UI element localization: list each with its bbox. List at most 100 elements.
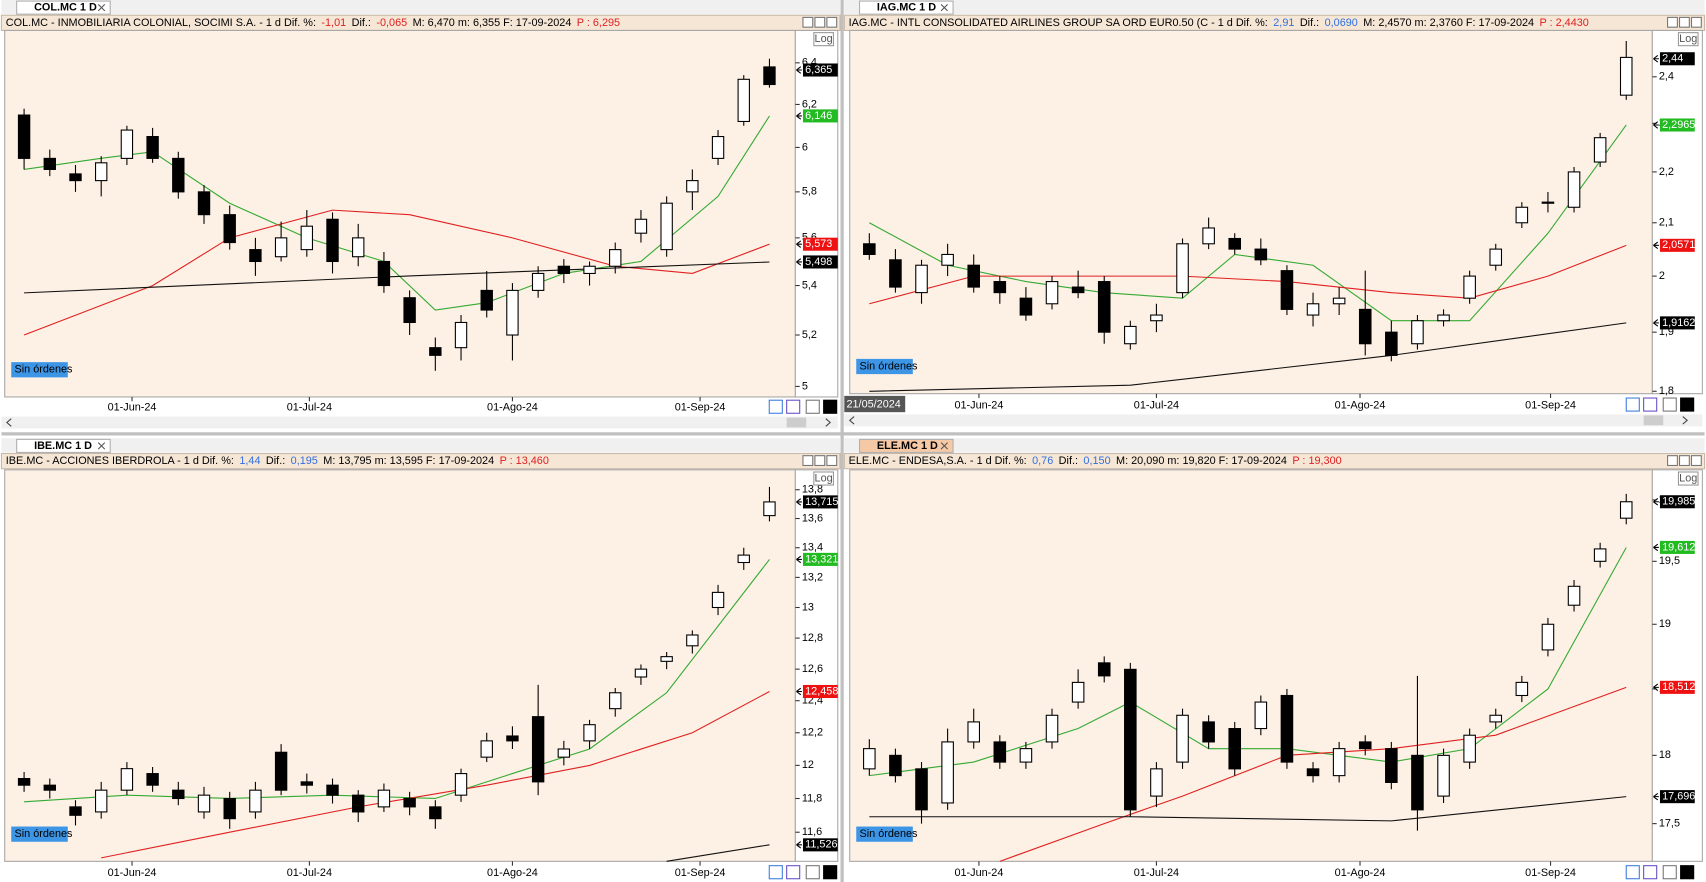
price-flag [1659,540,1695,554]
candle-body [300,781,314,786]
tab[interactable] [16,438,111,453]
header-part: P : 13,460 [500,455,549,467]
scroll-right[interactable] [825,418,831,427]
candle-body [249,789,262,813]
candle-body [403,797,416,808]
candle-body [1619,56,1633,96]
tool-icon[interactable] [1643,397,1658,412]
window-button[interactable] [1667,16,1678,28]
scrollbar[interactable] [1,416,838,429]
price-flag [1659,52,1695,66]
date-axis [844,863,1703,881]
tool-icon[interactable] [768,865,783,880]
tool-icon[interactable] [823,399,838,414]
candle-body [686,180,699,193]
window-button[interactable] [1690,16,1702,28]
tool-icon[interactable] [1643,865,1658,880]
tool-icon[interactable] [1662,397,1677,412]
candle-body [17,778,31,786]
tab[interactable] [16,0,111,15]
tab-close[interactable] [940,442,949,450]
window-button[interactable] [802,455,814,467]
candle-body [1567,585,1581,606]
window-button[interactable] [826,455,838,467]
window-button[interactable] [1667,455,1678,467]
log-button-label: Log [815,472,833,484]
y-tick-label: 5 [802,380,808,392]
candle-body [1097,662,1111,677]
candle-body [1593,137,1607,163]
orders-button[interactable] [856,826,913,842]
scroll-right[interactable] [1682,416,1688,425]
candle-body [557,748,571,758]
window-button[interactable] [1678,16,1690,28]
candle-body [1332,297,1346,305]
log-button-label: Log [1679,33,1697,45]
moving-average [101,690,770,859]
tab-close[interactable] [97,442,106,450]
date-axis [1,398,838,416]
scrollbar[interactable] [844,414,1703,427]
price-flag-label: 2,0571 [1662,239,1695,251]
candle-body [1463,734,1476,763]
y-tick-label: 13 [802,601,814,613]
tool-icon[interactable] [805,399,820,414]
tool-icon[interactable] [786,865,801,880]
tool-icon[interactable] [1662,865,1677,880]
window-button[interactable] [1690,455,1702,467]
flag-arrow [796,258,802,266]
tool-icon[interactable] [786,399,801,414]
candle-body [557,265,571,275]
candle-body [711,136,725,159]
log-button[interactable] [1677,32,1699,47]
window-button[interactable] [1678,455,1690,467]
tab-close[interactable] [97,3,106,12]
y-tick-label: 11,6 [802,826,822,838]
orders-button[interactable] [11,362,68,378]
scroll-left[interactable] [848,416,855,425]
candle-body [17,114,31,159]
tab[interactable] [858,0,954,15]
y-tick-label: 5,2 [802,329,817,341]
candle-body [403,297,416,324]
tool-icon[interactable] [823,865,838,880]
candle-body [326,218,339,263]
window-button[interactable] [802,16,814,28]
x-tick-label: 01-Ago-24 [1335,867,1386,879]
candle-body [609,692,622,710]
header-part: M: 20,090 m: 19,820 F: 17-09-2024 [1116,455,1287,467]
header-part: Dif.: [266,455,285,467]
candle-body [1332,748,1346,777]
price-flag [802,838,838,852]
tool-icon[interactable] [1625,865,1640,880]
window-button[interactable] [814,455,826,467]
window-button[interactable] [826,16,838,28]
tool-icon[interactable] [1680,397,1695,412]
tab-close[interactable] [940,3,949,12]
candle-body [1176,714,1189,763]
candle-body [863,243,876,255]
moving-average [24,559,770,803]
scroll-thumb[interactable] [1643,415,1664,426]
tab[interactable] [858,438,954,453]
price-flag-label: 5,498 [805,256,832,268]
candle-body [94,789,108,813]
candle-body [889,259,902,288]
tool-icon[interactable] [1625,397,1640,412]
scroll-thumb[interactable] [786,417,807,428]
scroll-left[interactable] [6,418,12,427]
log-button[interactable] [1677,471,1699,486]
log-button[interactable] [813,471,834,486]
log-button[interactable] [813,32,834,47]
orders-button[interactable] [856,358,913,375]
candle-body [941,253,954,266]
candle-body [300,225,314,251]
flag-arrow [796,240,802,248]
tool-icon[interactable] [805,865,820,880]
tool-icon[interactable] [1680,865,1695,880]
orders-button[interactable] [11,826,68,842]
tool-icon[interactable] [768,399,783,414]
candle-body [1515,206,1529,224]
candle-body [223,797,236,820]
window-button[interactable] [814,16,826,28]
